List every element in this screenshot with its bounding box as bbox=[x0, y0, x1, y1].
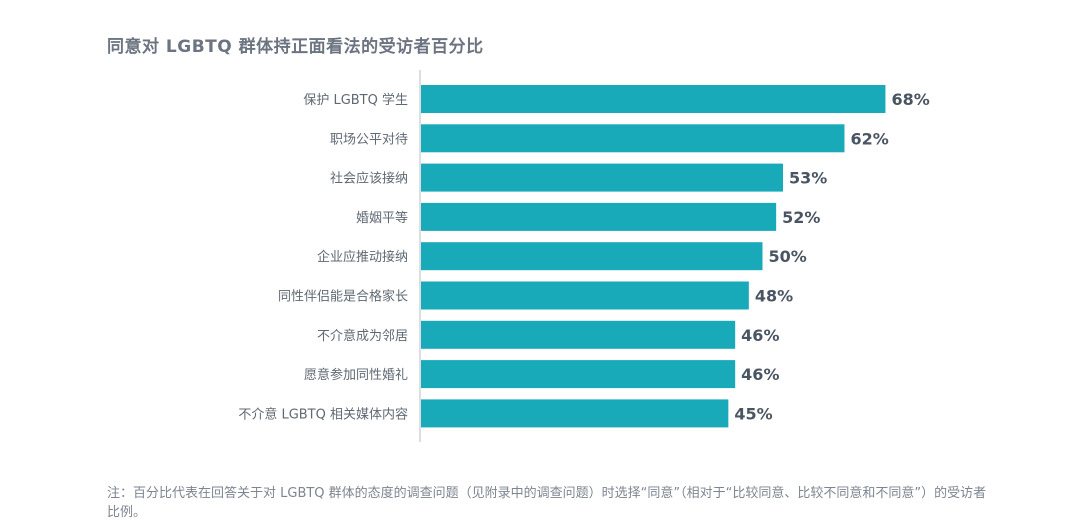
category-label: 职场公平对待 bbox=[330, 132, 408, 147]
data-label: 53% bbox=[789, 169, 827, 188]
bar bbox=[421, 85, 886, 113]
bar bbox=[421, 281, 749, 310]
category-label: 愿意参加同性婚礼 bbox=[304, 367, 408, 383]
bar bbox=[421, 124, 845, 153]
data-label: 50% bbox=[769, 247, 807, 266]
data-label: 68% bbox=[891, 90, 929, 109]
data-label: 46% bbox=[741, 326, 779, 345]
bar bbox=[421, 320, 736, 349]
footnote: 注：百分比代表在回答关于对 LGBTQ 群体的态度的调查问题（见附录中的调查问题… bbox=[107, 486, 987, 520]
chart-title: 同意对 LGBTQ 群体持正面看法的受访者百分比 bbox=[107, 37, 484, 57]
category-label: 同性伴侣能是合格家长 bbox=[278, 289, 408, 305]
data-label: 46% bbox=[741, 365, 779, 384]
category-label: 保护 LGBTQ 学生 bbox=[303, 92, 408, 108]
bar bbox=[421, 163, 783, 192]
bar bbox=[421, 202, 777, 231]
bar-chart: 保护 LGBTQ 学生 68% 职场公平对待 62% 社会应该接纳 53% 婚姻平等 52% 企… bbox=[238, 70, 930, 442]
data-label: 52% bbox=[782, 208, 820, 227]
data-label: 62% bbox=[850, 129, 888, 148]
bar bbox=[421, 360, 736, 389]
bar bbox=[421, 399, 729, 428]
category-label: 企业应推动接纳 bbox=[317, 249, 408, 265]
data-label: 48% bbox=[755, 287, 793, 306]
data-label: 45% bbox=[734, 404, 772, 423]
bar bbox=[421, 242, 763, 271]
category-label: 社会应该接纳 bbox=[330, 171, 408, 187]
category-label: 不介意成为邻居 bbox=[317, 328, 408, 344]
category-label: 婚姻平等 bbox=[356, 210, 408, 226]
category-label: 不介意 LGBTQ 相关媒体内容 bbox=[238, 406, 408, 422]
